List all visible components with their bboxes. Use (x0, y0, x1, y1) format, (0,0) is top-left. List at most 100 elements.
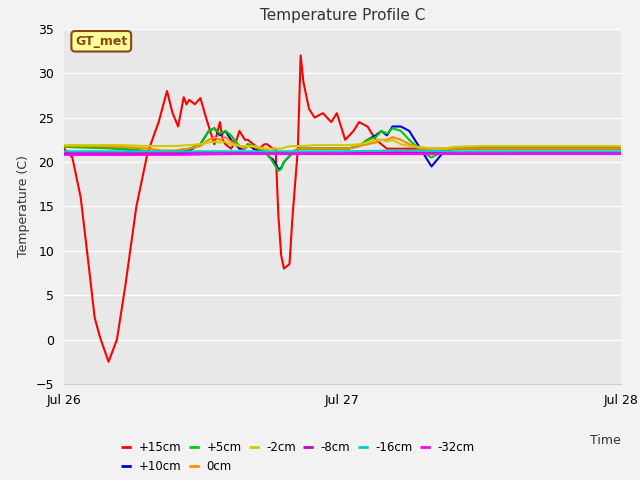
0cm (205, 137, 212, 143)
0cm (260, 146, 268, 152)
+10cm (60, 143, 68, 149)
0cm (272, 150, 280, 156)
-2cm (405, 143, 413, 149)
+15cm (202, 115, 210, 120)
+5cm (534, 146, 541, 152)
-2cm (378, 137, 385, 143)
+5cm (186, 146, 193, 152)
+15cm (297, 53, 305, 59)
+10cm (355, 143, 363, 149)
+10cm (196, 141, 204, 147)
-16cm (172, 148, 179, 154)
0cm (283, 150, 291, 156)
+5cm (116, 146, 124, 152)
+5cm (372, 134, 380, 140)
0cm (397, 137, 404, 143)
-2cm (344, 142, 352, 148)
0cm (88, 143, 96, 149)
+5cm (275, 168, 282, 174)
+5cm (216, 131, 224, 136)
+10cm (250, 146, 257, 152)
-2cm (216, 140, 224, 145)
+5cm (244, 141, 252, 147)
0cm (60, 143, 68, 149)
-8cm (561, 149, 569, 155)
-2cm (364, 140, 371, 145)
-32cm (283, 151, 291, 157)
Text: GT_met: GT_met (75, 35, 127, 48)
-2cm (172, 143, 179, 149)
-2cm (439, 146, 447, 152)
+10cm (255, 147, 263, 153)
0cm (277, 150, 285, 156)
+5cm (157, 150, 165, 156)
0cm (333, 146, 340, 152)
Text: Time: Time (590, 434, 621, 447)
-2cm (116, 142, 124, 148)
0cm (355, 143, 363, 149)
0cm (310, 146, 318, 152)
-2cm (428, 146, 435, 152)
-2cm (221, 139, 229, 144)
+10cm (269, 156, 276, 162)
+5cm (397, 128, 404, 134)
-32cm (172, 152, 179, 158)
+10cm (157, 150, 165, 156)
Line: -16cm: -16cm (64, 150, 621, 151)
+5cm (355, 143, 363, 149)
+10cm (138, 148, 146, 154)
-16cm (450, 148, 458, 154)
+5cm (294, 146, 301, 152)
-2cm (241, 143, 249, 149)
-16cm (283, 148, 291, 154)
0cm (116, 144, 124, 150)
+5cm (269, 159, 276, 165)
+10cm (397, 124, 404, 130)
+10cm (289, 150, 296, 156)
0cm (477, 146, 485, 152)
0cm (196, 143, 204, 149)
-8cm (116, 150, 124, 156)
+5cm (172, 148, 179, 154)
-32cm (60, 152, 68, 158)
+10cm (211, 125, 218, 131)
0cm (211, 134, 218, 140)
-2cm (450, 144, 458, 150)
-2cm (300, 143, 307, 149)
0cm (322, 146, 330, 152)
+5cm (344, 146, 352, 152)
+10cm (450, 146, 458, 152)
+15cm (617, 146, 625, 152)
-2cm (227, 141, 235, 147)
+5cm (88, 145, 96, 151)
-2cm (417, 144, 424, 150)
0cm (255, 146, 263, 152)
+10cm (310, 146, 318, 152)
-32cm (561, 151, 569, 157)
Line: +10cm: +10cm (64, 127, 621, 169)
0cm (143, 146, 151, 152)
-2cm (388, 137, 396, 143)
-8cm (172, 150, 179, 156)
-2cm (310, 142, 318, 148)
+5cm (322, 146, 330, 152)
+10cm (383, 132, 391, 138)
0cm (617, 146, 625, 152)
+10cm (428, 164, 435, 169)
+15cm (191, 101, 198, 107)
0cm (172, 147, 179, 153)
0cm (344, 146, 352, 152)
+5cm (241, 146, 249, 152)
+15cm (182, 101, 190, 107)
0cm (294, 146, 301, 152)
+15cm (155, 119, 163, 125)
+5cm (177, 147, 185, 153)
-2cm (617, 143, 625, 149)
+10cm (241, 146, 249, 152)
+5cm (378, 128, 385, 134)
-8cm (339, 150, 346, 156)
+5cm (221, 128, 229, 134)
-2cm (266, 146, 274, 152)
+15cm (280, 266, 288, 272)
+10cm (88, 144, 96, 150)
